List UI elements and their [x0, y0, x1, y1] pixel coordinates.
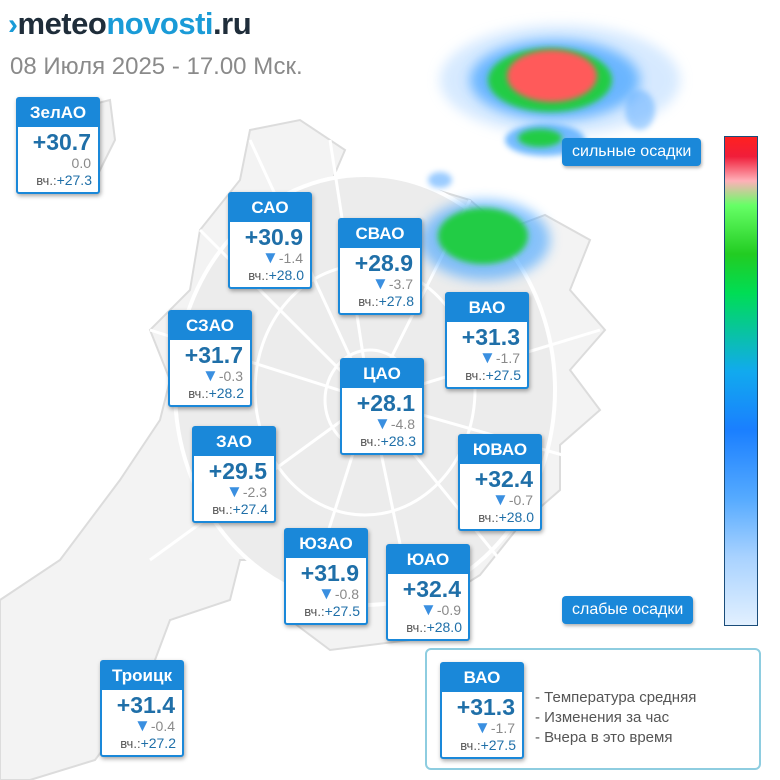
- station-temp: +30.7: [32, 129, 91, 155]
- station-temp: +31.3: [456, 694, 515, 720]
- station-yesterday: вч.:+27.5: [304, 603, 360, 619]
- station-name: ЮАО: [388, 546, 468, 574]
- station-name: СЗАО: [170, 312, 250, 340]
- station-name: САО: [230, 194, 310, 222]
- site-logo[interactable]: ›meteonovosti.ru: [8, 6, 252, 42]
- scale-label-high: сильные осадки: [562, 138, 702, 166]
- station-sao[interactable]: САО +30.9 ▼-1.4 вч.:+28.0: [228, 192, 312, 289]
- down-arrow-icon: ▼: [372, 274, 389, 293]
- logo-mark: ›: [8, 8, 18, 41]
- station-name: ЗелАО: [18, 99, 98, 127]
- legend-item-yesterday: Вчера в это время: [535, 728, 696, 748]
- down-arrow-icon: ▼: [318, 584, 335, 603]
- station-yesterday: вч.:+27.2: [120, 735, 176, 751]
- logo-text-1: meteo: [17, 6, 107, 41]
- station-name: ВАО: [447, 294, 527, 322]
- station-yesterday: вч.:+27.5: [460, 737, 516, 753]
- station-zao[interactable]: ЗАО +29.5 ▼-2.3 вч.:+27.4: [192, 426, 276, 523]
- legend-item-change: Изменения за час: [535, 708, 696, 728]
- station-name: ЮВАО: [460, 436, 540, 464]
- station-szao[interactable]: СЗАО +31.7 ▼-0.3 вч.:+28.2: [168, 310, 252, 407]
- down-arrow-icon: ▼: [134, 716, 151, 735]
- down-arrow-icon: ▼: [226, 482, 243, 501]
- station-temp: +32.4: [402, 576, 461, 602]
- station-yesterday: вч.:+27.5: [465, 367, 521, 383]
- station-name: ВАО: [442, 664, 522, 692]
- down-arrow-icon: ▼: [474, 718, 491, 737]
- station-temp: +31.9: [300, 560, 359, 586]
- station-name: ЦАО: [342, 360, 422, 388]
- station-temp: +31.4: [116, 692, 175, 718]
- precipitation-overlay: [420, 25, 680, 280]
- station-cao[interactable]: ЦАО +28.1 ▼-4.8 вч.:+28.3: [340, 358, 424, 455]
- legend-list: Температура средняя Изменения за час Вче…: [535, 688, 696, 748]
- station-troitsk[interactable]: Троицк +31.4 ▼-0.4 вч.:+27.2: [100, 660, 184, 757]
- station-change: ▼-4.8: [374, 414, 415, 433]
- precipitation-scale-bar: [724, 136, 758, 626]
- station-change: ▼-1.7: [479, 348, 520, 367]
- station-yuao[interactable]: ЮАО +32.4 ▼-0.9 вч.:+28.0: [386, 544, 470, 641]
- station-temp: +31.7: [184, 342, 243, 368]
- station-yesterday: вч.:+28.0: [478, 509, 534, 525]
- station-temp: +30.9: [244, 224, 303, 250]
- station-svao[interactable]: СВАО +28.9 ▼-3.7 вч.:+27.8: [338, 218, 422, 315]
- station-yuzao[interactable]: ЮЗАО +31.9 ▼-0.8 вч.:+27.5: [284, 528, 368, 625]
- station-yuvao[interactable]: ЮВАО +32.4 ▼-0.7 вч.:+28.0: [458, 434, 542, 531]
- station-yesterday: вч.:+28.0: [406, 619, 462, 635]
- down-arrow-icon: ▼: [479, 348, 496, 367]
- down-arrow-icon: ▼: [420, 600, 437, 619]
- down-arrow-icon: ▼: [374, 414, 391, 433]
- station-yesterday: вч.:+27.3: [36, 172, 92, 188]
- down-arrow-icon: ▼: [492, 490, 509, 509]
- station-yesterday: вч.:+28.0: [248, 267, 304, 283]
- station-change: 0.0: [71, 155, 91, 171]
- station-vao[interactable]: ВАО +31.3 ▼-1.7 вч.:+27.5: [445, 292, 529, 389]
- date-time: 08 Июля 2025 - 17.00 Мск.: [10, 53, 303, 80]
- station-temp: +31.3: [461, 324, 520, 350]
- station-change: ▼-0.8: [318, 584, 359, 603]
- station-change: ▼-3.7: [372, 274, 413, 293]
- station-yesterday: вч.:+27.4: [212, 501, 268, 517]
- station-change: ▼-0.9: [420, 600, 461, 619]
- station-zelao[interactable]: ЗелАО +30.7 0.0 вч.:+27.3: [16, 97, 100, 194]
- station-temp: +29.5: [208, 458, 267, 484]
- scale-label-low: слабые осадки: [562, 596, 694, 624]
- legend-example-station: ВАО +31.3 ▼-1.7 вч.:+27.5: [440, 662, 524, 759]
- station-yesterday: вч.:+28.2: [188, 385, 244, 401]
- station-temp: +28.9: [354, 250, 413, 276]
- station-yesterday: вч.:+28.3: [360, 433, 416, 449]
- station-name: Троицк: [102, 662, 182, 690]
- logo-text-3: .ru: [213, 6, 252, 41]
- station-temp: +32.4: [474, 466, 533, 492]
- station-name: ЗАО: [194, 428, 274, 456]
- down-arrow-icon: ▼: [202, 366, 219, 385]
- station-temp: +28.1: [356, 390, 415, 416]
- station-change: ▼-1.4: [262, 248, 303, 267]
- station-change: ▼-0.7: [492, 490, 533, 509]
- legend-item-temp: Температура средняя: [535, 688, 696, 708]
- station-yesterday: вч.:+27.8: [358, 293, 414, 309]
- station-change: ▼-2.3: [226, 482, 267, 501]
- logo-text-2: novosti: [106, 6, 214, 41]
- station-change: ▼-1.7: [474, 718, 515, 737]
- station-name: ЮЗАО: [286, 530, 366, 558]
- down-arrow-icon: ▼: [262, 248, 279, 267]
- legend-box: ВАО +31.3 ▼-1.7 вч.:+27.5 Температура ср…: [425, 648, 761, 770]
- station-change: ▼-0.3: [202, 366, 243, 385]
- station-name: СВАО: [340, 220, 420, 248]
- station-change: ▼-0.4: [134, 716, 175, 735]
